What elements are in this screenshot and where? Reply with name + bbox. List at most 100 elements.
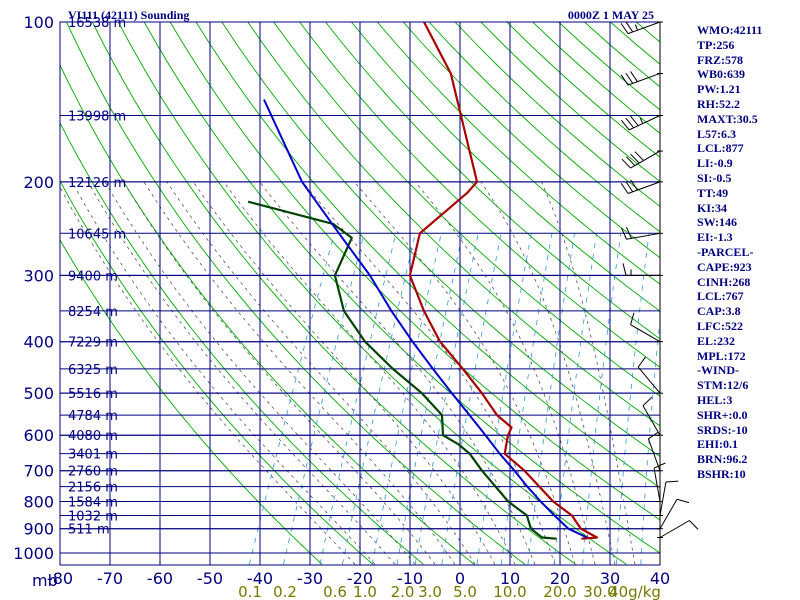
mixing-ratio-line (414, 233, 479, 565)
height-label: 2760 m (68, 465, 118, 480)
mixing-ratio-line (283, 233, 365, 565)
pressure-tick-label: 300 (23, 266, 54, 285)
index-line: WB0:639 (697, 67, 745, 82)
temperature-profile (408, 22, 599, 540)
wind-barb (659, 498, 690, 529)
index-line: EL:232 (697, 333, 736, 348)
height-label: 3401 m (68, 448, 118, 463)
mixing-ratio-label: 0.1 (238, 583, 262, 600)
moist-adiabat (223, 181, 516, 565)
moist-adiabat (541, 181, 636, 565)
wind-barb (620, 179, 661, 194)
height-label: 9400 m (68, 269, 118, 284)
valid-time: 0000Z 1 MAY 25 (568, 8, 654, 22)
height-label: 4080 m (68, 429, 118, 444)
height-label: 10645 m (68, 227, 126, 242)
pressure-tick-label: 900 (23, 520, 54, 539)
mixing-ratio-label: 5.0 (453, 583, 477, 600)
height-label: 7229 m (68, 336, 118, 351)
height-label: 1032 m (68, 510, 118, 525)
height-label: 5516 m (68, 387, 118, 402)
index-line: SW:146 (697, 215, 738, 230)
moist-adiabat (143, 181, 456, 565)
wind-barb (621, 150, 661, 169)
temperature-tick-label: 20 (550, 569, 570, 588)
index-line: MPL:172 (697, 348, 746, 363)
dry-adiabat (402, 22, 660, 259)
dry-adiabat (376, 22, 660, 285)
height-label: 2156 m (68, 481, 118, 496)
wind-barb (621, 226, 661, 240)
dry-adiabat (299, 22, 660, 368)
index-line: LFC:522 (697, 318, 743, 333)
index-line: SHR+:0.0 (697, 407, 748, 422)
dewpoint-profile (247, 200, 557, 540)
index-line: -PARCEL- (697, 244, 754, 259)
mixing-ratio-label: 10.0 (493, 583, 526, 600)
dry-adiabat (91, 22, 576, 565)
index-line: RH:52.2 (697, 96, 740, 111)
pressure-tick-label: 200 (23, 173, 54, 192)
temperature-tick-label: -30 (297, 569, 323, 588)
height-label: 12126 m (68, 176, 126, 191)
dry-adiabat (66, 22, 526, 565)
mixing-ratio-label: 2.0 (391, 583, 415, 600)
pressure-tick-label: 1000 (13, 544, 54, 563)
index-line: SI:-0.5 (697, 170, 732, 185)
index-line: -WIND- (697, 363, 739, 378)
dry-adiabat (247, 22, 660, 427)
index-line: L57:6.3 (697, 126, 736, 141)
pressure-tick-label: 700 (23, 462, 54, 481)
height-label: 16538 m (68, 16, 126, 31)
station-title: VI111 (42111) Sounding (68, 8, 189, 22)
moist-adiabat (192, 181, 496, 565)
temperature-tick-label: 0 (455, 569, 465, 588)
index-line: EI:-1.3 (697, 230, 733, 245)
index-line: BRN:96.2 (697, 452, 748, 467)
wind-barb (642, 396, 661, 436)
mixing-ratio-line (640, 315, 660, 565)
parcel-profile (263, 99, 588, 539)
dry-adiabat (273, 22, 660, 397)
mixing-ratio-label: 3.0 (418, 583, 442, 600)
height-label: 13998 m (68, 110, 126, 125)
moist-adiabat (302, 181, 556, 565)
pressure-tick-label: 400 (23, 333, 54, 352)
dry-adiabat (60, 238, 323, 565)
moist-adiabat (87, 181, 396, 565)
mixing-ratio-line (319, 233, 397, 565)
mixing-ratio-line (342, 233, 416, 565)
mixing-ratio-line (441, 233, 502, 565)
index-line: CAPE:923 (697, 259, 752, 274)
temperature-tick-label: -40 (247, 569, 273, 588)
index-line: TP:256 (697, 37, 735, 52)
wind-barb (630, 312, 661, 343)
dry-adiabat (169, 22, 660, 521)
pressure-tick-label: 600 (23, 426, 54, 445)
temperature-tick-label: -20 (347, 569, 373, 588)
mixing-ratio-label: 0.6 (323, 583, 347, 600)
dry-adiabat (351, 22, 660, 312)
index-line: HEL:3 (697, 392, 733, 407)
index-line: LCL:767 (697, 289, 744, 304)
indices-panel: WMO:42111 TP:256 FRZ:578 WB0:639 PW:1.21 RH:5… (697, 23, 800, 482)
mixing-ratio-line (371, 233, 442, 565)
pressure-unit-label: mb (32, 571, 58, 590)
mixing-ratio-label: 20.0 (543, 583, 576, 600)
temperature-tick-label: 10 (500, 569, 520, 588)
temperature-tick-label: 30 (600, 569, 620, 588)
moist-adiabat (353, 181, 576, 565)
wind-barb (659, 520, 699, 538)
mixing-ratio-label: 0.2 (273, 583, 297, 600)
dry-adiabat (60, 121, 424, 565)
pressure-tick-label: 500 (23, 384, 54, 403)
temperature-tick-label: -10 (397, 569, 423, 588)
moist-adiabat (259, 181, 536, 565)
dry-adiabat (195, 22, 660, 489)
mixing-ratio-line (615, 233, 650, 565)
index-line: WMO:42111 (697, 23, 763, 37)
dry-adiabat (325, 22, 660, 340)
height-label: 8254 m (68, 305, 118, 320)
moist-adiabat (71, 181, 376, 565)
